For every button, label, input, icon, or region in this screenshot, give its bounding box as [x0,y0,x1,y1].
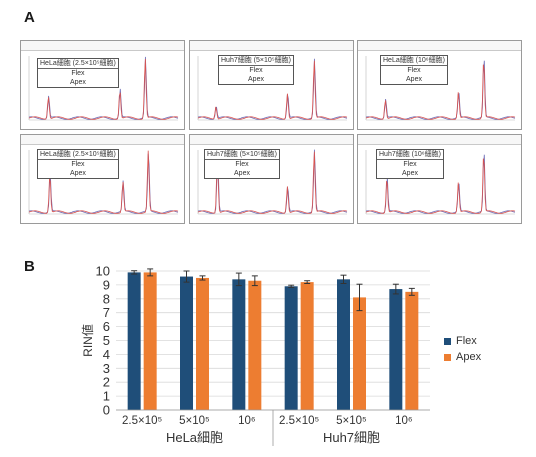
bar-flex-3 [284,286,298,410]
sample-legend-apex: Apex [69,79,86,86]
sample-legend-flex: Flex [407,67,421,74]
electropherogram-plot [28,56,179,121]
sample-label-title: Huh7細胞 (5×10⁵細胞) [205,151,280,160]
sample-label-box: HeLa細胞 (2.5×10⁵細胞) Flex Apex [37,149,119,179]
trace-line-primary [197,151,348,214]
bar-flex-1 [180,276,193,410]
electropherogram-plot [197,149,348,215]
bar-flex-4 [337,279,350,410]
legend-label-apex: Apex [456,351,482,363]
trace-line-primary [197,60,348,120]
y-tick-label: 7 [103,305,110,320]
x-tick-label: 2.5×10⁵ [122,415,162,427]
bar-flex-0 [127,272,141,410]
y-tick-label: 4 [103,347,110,362]
y-tick-label: 0 [103,403,110,418]
sample-label-box: Huh7細胞 (5×10⁵細胞) Flex Apex [204,149,281,179]
tile-header-bar [21,41,184,51]
electropherogram-plot [365,150,516,215]
x-tick-label: 2.5×10⁵ [279,415,319,427]
sample-label-box: Huh7細胞 (5×10⁵細胞) Flex Apex [218,55,295,85]
panel-a-label: A [24,9,35,26]
electropherogram-tile: Huh7細胞 (10⁶細胞) Flex Apex [357,134,522,224]
y-tick-label: 10 [96,264,110,279]
y-tick-label: 5 [103,333,110,348]
tile-header-bar [21,135,184,145]
panel-b-label: B [24,258,35,275]
sample-legend-flex: Flex [403,161,417,168]
bar-apex-0 [143,272,157,410]
sample-legend-flex: Flex [235,161,249,168]
bar-flex-5 [389,289,403,410]
y-tick-label: 1 [103,389,110,404]
y-tick-label: 9 [103,277,110,292]
electropherogram-tile: Huh7細胞 (5×10⁵細胞) Flex Apex [189,40,354,130]
x-tick-label: 10⁶ [238,415,256,427]
electropherogram-tile: HeLa細胞 (2.5×10⁵細胞) Flex Apex [20,40,185,130]
y-tick-label: 3 [103,361,110,376]
trace-line-primary [365,64,516,120]
tile-header-bar [190,41,353,51]
y-tick-label: 8 [103,291,110,306]
sample-label-title: Huh7細胞 (10⁶細胞) [377,151,444,160]
tile-header-bar [358,135,521,145]
electropherogram-plot [197,56,348,121]
electropherogram-plot [365,56,516,121]
legend-item-flex: Flex [444,335,477,347]
x-tick-label: 5×10⁵ [336,415,367,427]
sample-legend-apex: Apex [248,76,264,83]
sample-label-box: HeLa細胞 (2.5×10⁵細胞) Flex Apex [37,58,119,88]
electropherogram-plot [28,150,179,215]
y-axis-title: RIN値 [80,324,95,357]
bar-apex-1 [196,277,209,410]
sample-legend-apex: Apex [234,170,250,177]
group-label: Huh7細胞 [323,430,380,445]
trace-line-primary [365,158,516,214]
bar-apex-3 [300,282,314,410]
sample-legend-apex: Apex [402,170,418,177]
legend-item-apex: Apex [444,351,481,363]
sample-label-title: HeLa細胞 (2.5×10⁵細胞) [38,151,118,160]
bar-apex-5 [405,291,419,410]
tile-header-bar [358,41,521,51]
trace-line-primary [28,58,179,120]
bar-flex-2 [232,279,246,410]
tile-header-bar [190,135,353,145]
sample-label-title: HeLa細胞 (10⁶細胞) [381,57,448,66]
sample-label-title: HeLa細胞 (2.5×10⁵細胞) [38,60,118,69]
y-tick-label: 6 [103,319,110,334]
legend-swatch-flex [444,337,451,345]
sample-legend-flex: Flex [71,70,85,77]
y-tick-label: 2 [103,375,110,390]
sample-label-title: Huh7細胞 (5×10⁵細胞) [219,57,294,66]
trace-line-primary [28,150,179,214]
legend-swatch-apex [444,353,451,361]
x-tick-label: 10⁶ [395,415,413,427]
legend-label-flex: Flex [456,335,477,347]
sample-legend-flex: Flex [249,67,263,74]
sample-label-box: Huh7細胞 (10⁶細胞) Flex Apex [376,149,445,179]
sample-legend-apex: Apex [69,170,86,177]
x-tick-label: 5×10⁵ [179,415,210,427]
electropherogram-tile: HeLa細胞 (2.5×10⁵細胞) Flex Apex [20,134,185,224]
group-label: HeLa細胞 [166,430,223,445]
electropherogram-tile: HeLa細胞 (10⁶細胞) Flex Apex [357,40,522,130]
bar-apex-2 [248,280,262,410]
sample-label-box: HeLa細胞 (10⁶細胞) Flex Apex [380,55,449,85]
electropherogram-tile: Huh7細胞 (5×10⁵細胞) Flex Apex [189,134,354,224]
sample-legend-flex: Flex [71,161,85,168]
sample-legend-apex: Apex [406,76,422,83]
bar-apex-4 [353,297,366,410]
